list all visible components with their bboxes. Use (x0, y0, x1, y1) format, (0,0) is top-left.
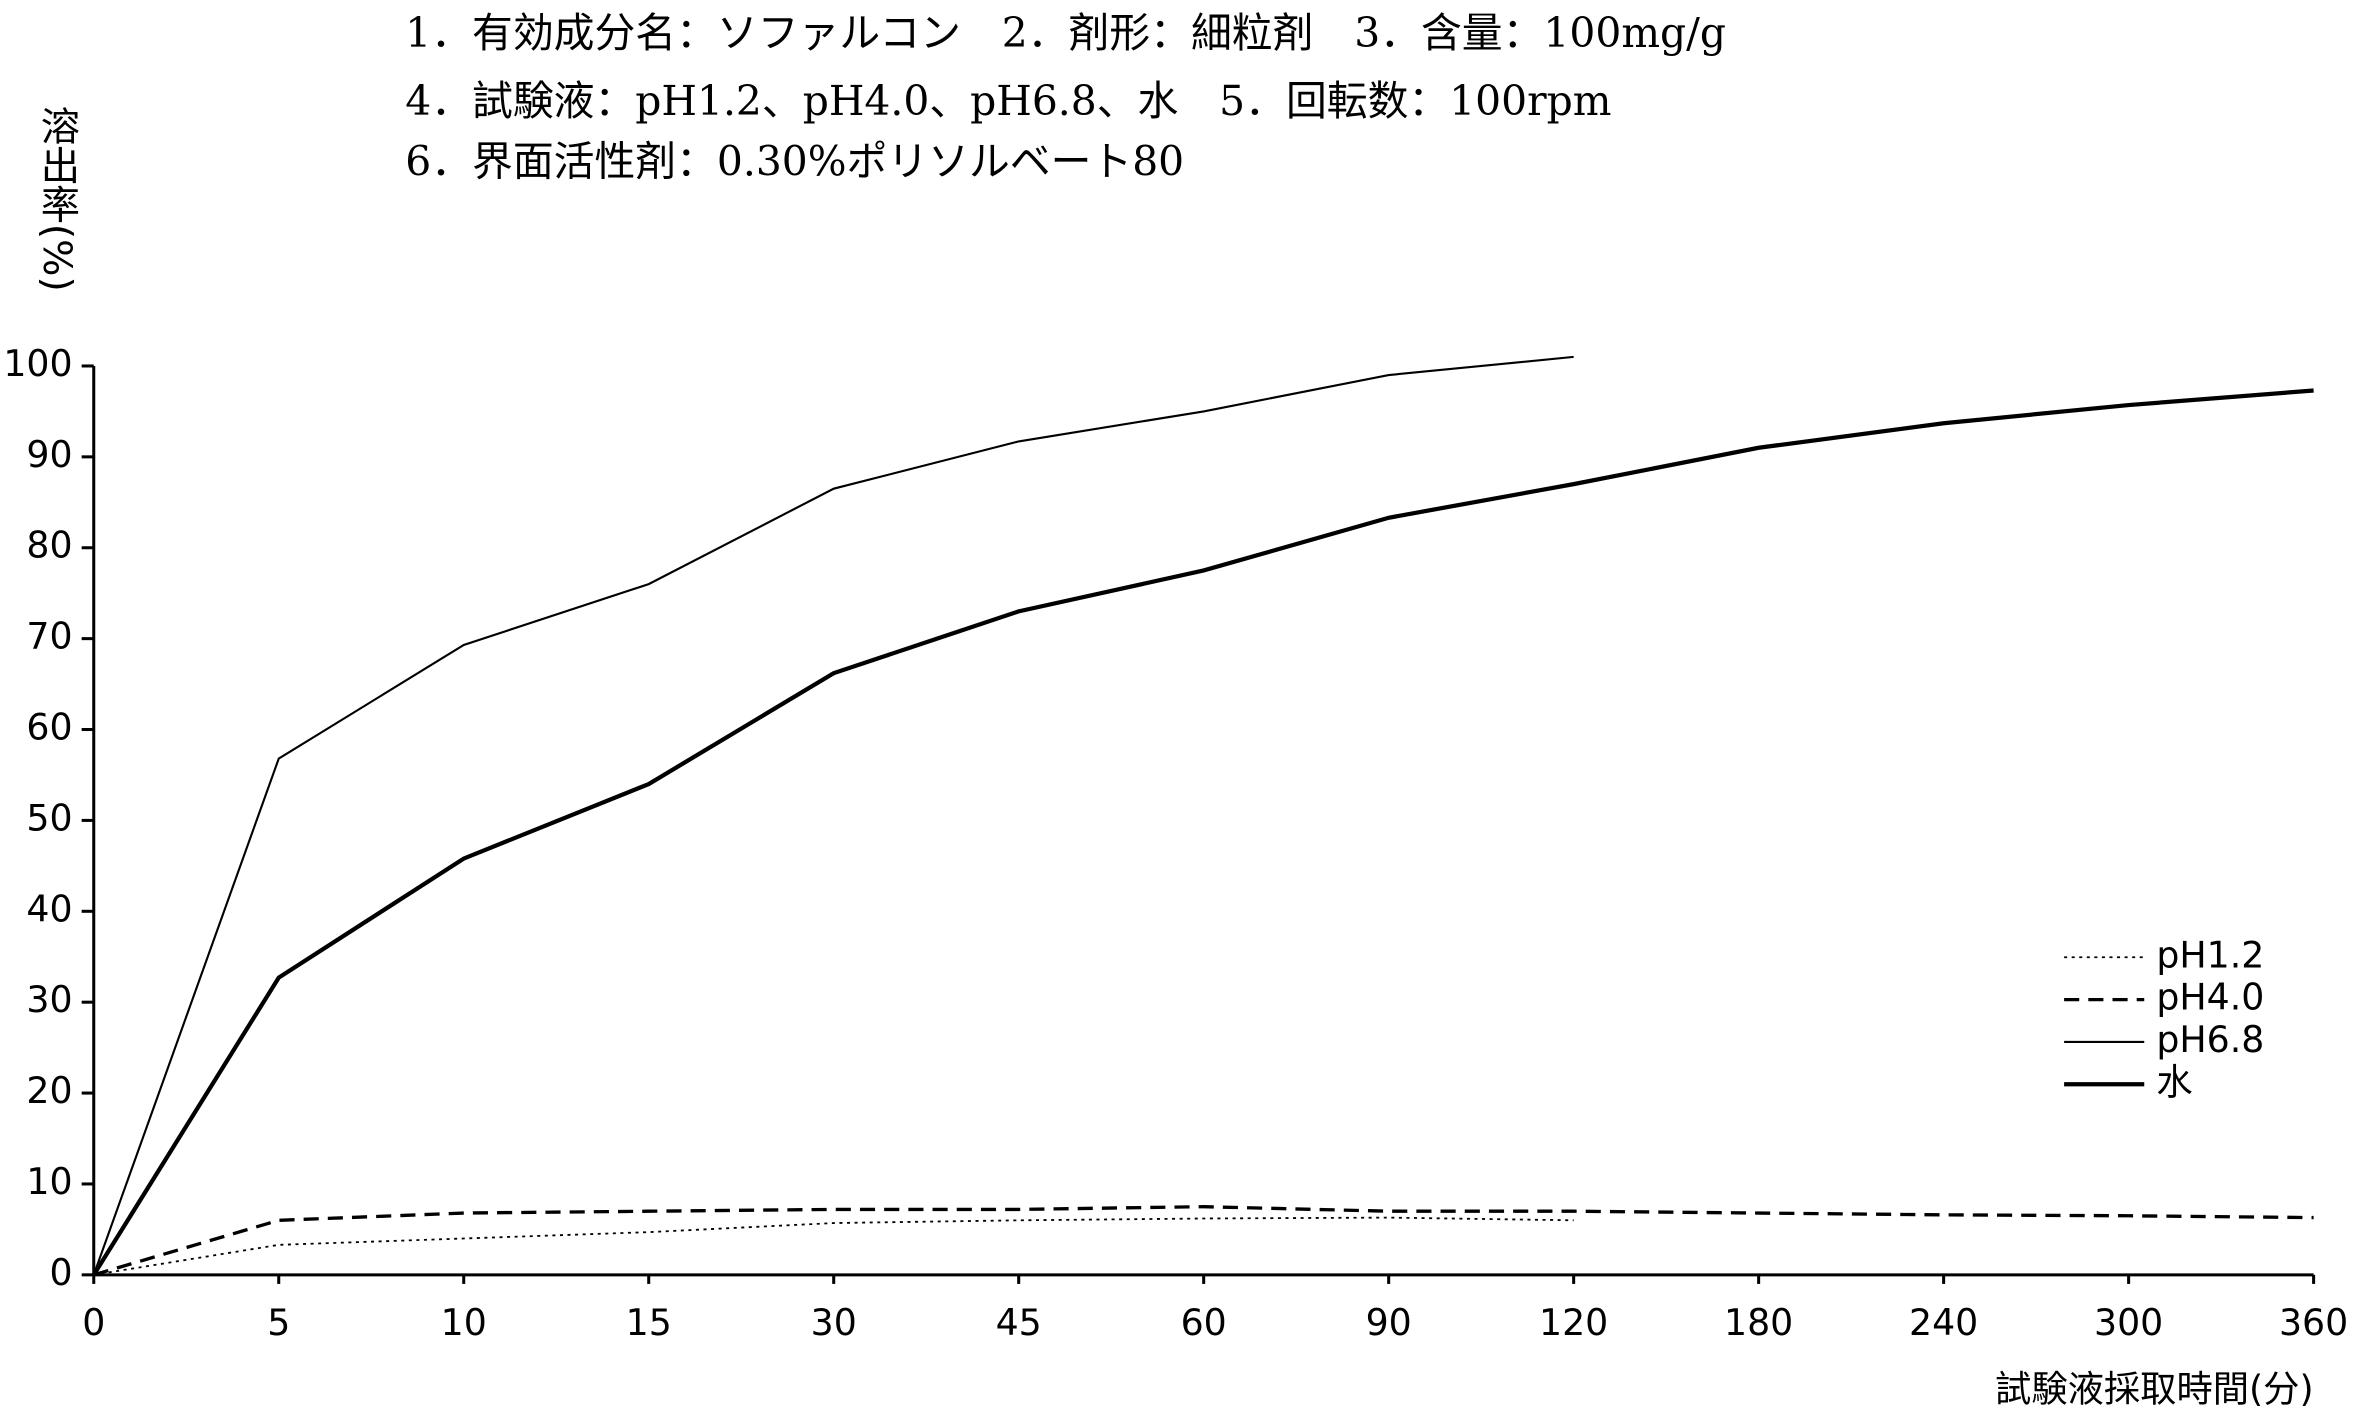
x-tick-label: 180 (1724, 1301, 1793, 1344)
y-tick-label: 70 (26, 615, 72, 658)
y-axis-label: 溶出率(%) (34, 105, 79, 291)
y-tick-label: 20 (26, 1069, 72, 1112)
x-tick-label: 5 (267, 1301, 290, 1344)
y-tick-label: 100 (3, 342, 72, 385)
header-line: 6．界面活性剤：0.30%ポリソルベート80 (405, 137, 1184, 185)
header-line: 1．有効成分名：ソファルコン 2．剤形：細粒剤 3．含量：100mg/g (405, 9, 1726, 57)
header-line: 4．試験液：pH1.2、pH4.0、pH6.8、水 5．回転数：100rpm (405, 77, 1611, 125)
x-tick-label: 90 (1366, 1301, 1412, 1344)
y-tick-label: 50 (26, 796, 72, 839)
series-line (92, 355, 1574, 1276)
y-tick-label: 80 (26, 524, 72, 567)
x-tick-label: 300 (2094, 1301, 2163, 1344)
series-line (91, 388, 2314, 1276)
x-tick-label: 45 (996, 1301, 1042, 1344)
x-tick-label: 240 (1909, 1301, 1978, 1344)
x-tick-label: 0 (82, 1301, 105, 1344)
legend-label: pH4.0 (2156, 976, 2264, 1019)
x-tick-label: 120 (1539, 1301, 1608, 1344)
legend-label: 水 (2156, 1060, 2192, 1103)
y-tick-label: 60 (26, 706, 72, 749)
series-line (93, 1216, 1574, 1276)
x-axis-label: 試験液採取時間(分) (1995, 1367, 2314, 1410)
y-tick-label: 90 (26, 433, 72, 476)
y-tick-label: 30 (26, 978, 72, 1021)
legend-label: pH6.8 (2156, 1018, 2264, 1061)
x-tick-label: 360 (2279, 1301, 2348, 1344)
y-tick-label: 40 (26, 887, 72, 930)
x-tick-label: 30 (811, 1301, 857, 1344)
y-tick-label: 10 (26, 1160, 72, 1203)
y-tick-label: 0 (49, 1251, 72, 1294)
x-tick-label: 10 (441, 1301, 487, 1344)
x-tick-label: 60 (1181, 1301, 1227, 1344)
series-line (93, 1205, 2314, 1277)
x-tick-label: 15 (626, 1301, 672, 1344)
legend-label: pH1.2 (2156, 933, 2264, 976)
